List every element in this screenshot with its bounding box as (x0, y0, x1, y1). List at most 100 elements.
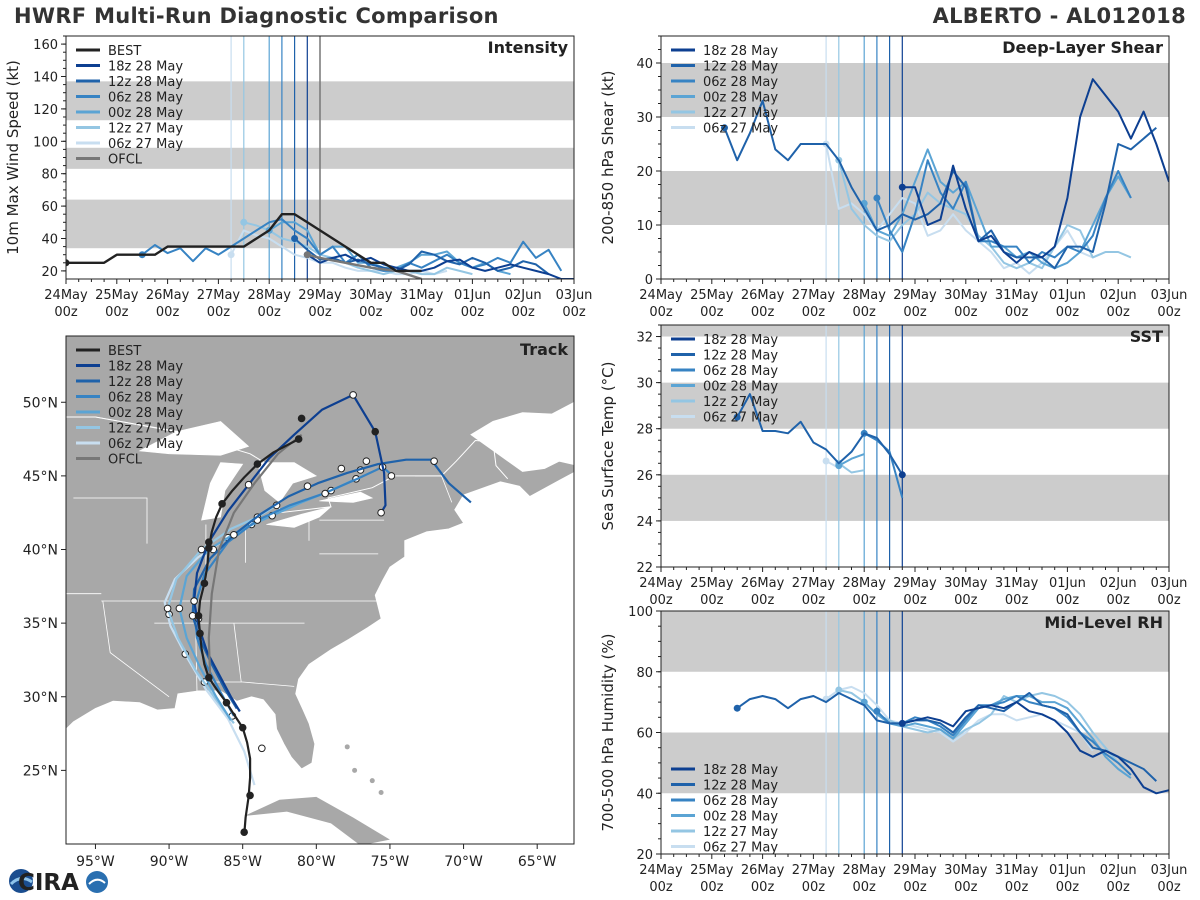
x-tick-label: 26May (741, 288, 785, 303)
x-tick-label: 25May (690, 576, 734, 591)
x-tick-label-hour: 00z (954, 305, 978, 320)
x-tick-label: 27May (792, 863, 836, 878)
x-tick-label: 01Jun (1049, 863, 1086, 878)
x-tick-label: 28May (842, 576, 886, 591)
y-tick-label: 80 (41, 168, 58, 183)
x-tick-label-hour: 00z (1005, 305, 1029, 320)
legend-label-18z-28-may: 18z 28 May (108, 360, 183, 375)
legend-label-12z-28-may: 12z 28 May (703, 60, 778, 75)
panel-track: 95°W 90°W 85°W 80°W 75°W 70°W 65°W 25°N 30°N 35°N… (23, 335, 575, 870)
x-tick-label-hour: 00z (903, 593, 927, 608)
y-tick-label: 26 (636, 469, 653, 484)
x-tick-label: 27May (792, 576, 836, 591)
y-tick-label: 20 (41, 265, 58, 280)
track-point-best (253, 460, 262, 468)
series-00z-28-may (863, 148, 1132, 270)
legend-label-12z-27-may: 12z 27 May (108, 422, 183, 437)
x-tick-label: 01Jun (1049, 576, 1086, 591)
panel-plot-area (66, 36, 574, 279)
x-tick-label: 01Jun (454, 288, 491, 303)
init-point-18z-28-may (898, 183, 906, 191)
legend-label-18z-28-may: 18z 28 May (703, 44, 778, 59)
x-tick-label: 30May (944, 288, 988, 303)
x-tick-label: 03Jun (1151, 863, 1188, 878)
series-18z-28-may (902, 78, 1169, 264)
shade-band (661, 611, 1169, 672)
y-axis-label: 700-500 hPa Humidity (%) (599, 633, 617, 831)
logo-badge-swirl-icon (88, 878, 106, 885)
series-12z-27-may (243, 221, 473, 276)
x-tick-label: 03Jun (1151, 288, 1188, 303)
panel-title: Mid-Level RH (1044, 613, 1163, 632)
y-tick-label: 22 (636, 561, 653, 576)
x-tick-label-hour: 00z (649, 880, 673, 895)
x-tick-label: 02Jun (505, 288, 542, 303)
shade-band (661, 63, 1169, 117)
legend-label-06z-27-may: 06z 27 May (703, 841, 778, 856)
series-18z-28-may (902, 701, 1169, 795)
y-tick-label: 30 (636, 111, 653, 126)
x-tick-label-hour: 00z (802, 593, 826, 608)
track-point-best (238, 723, 247, 732)
land-bahamas-3 (378, 789, 384, 795)
x-tick-label: 24May (639, 576, 683, 591)
x-tick-label: 30May (944, 576, 988, 591)
lat-tick-label: 25°N (23, 763, 58, 779)
lat-tick-label: 30°N (23, 690, 58, 706)
great-lake-2 (257, 462, 318, 503)
x-tick-label: 03Jun (556, 288, 593, 303)
lon-tick-label: 70°W (444, 854, 483, 870)
x-tick-label-hour: 00z (700, 593, 724, 608)
panel-frame (65, 335, 575, 845)
state-border-3 (233, 623, 242, 683)
track-point-06z-28-may (321, 489, 329, 498)
panel-plot-area (661, 36, 1169, 279)
legend-label-12z-28-may: 12z 28 May (703, 779, 778, 794)
x-tick-label-hour: 00z (1005, 593, 1029, 608)
y-tick-label: 160 (33, 38, 58, 53)
legend-label-ofcl: OFCL (108, 453, 143, 468)
x-tick-label-hour: 00z (461, 305, 485, 320)
x-tick-label: 30May (944, 863, 988, 878)
x-tick-label-hour: 00z (359, 305, 383, 320)
legend-label-12z-28-may: 12z 28 May (108, 375, 183, 390)
x-tick-label: 24May (639, 288, 683, 303)
track-point-best (205, 673, 213, 682)
track-point-best (196, 629, 204, 638)
lon-tick-label: 90°W (150, 854, 189, 870)
y-tick-label: 30 (636, 377, 653, 392)
shade-band (661, 382, 1169, 429)
y-tick-label: 60 (41, 200, 58, 215)
x-tick-label: 27May (197, 288, 241, 303)
land-bahamas-1 (352, 767, 358, 773)
y-tick-label: 60 (636, 727, 653, 742)
legend-label-06z-28-may: 06z 28 May (108, 391, 183, 406)
land-bahamas-0 (344, 744, 350, 750)
series-06z-28-may (876, 695, 1132, 776)
lon-tick-label: 85°W (223, 854, 262, 870)
x-tick-label-hour: 00z (1157, 593, 1181, 608)
track-point-18z-28-may (244, 480, 253, 489)
y-tick-label: 100 (33, 135, 58, 150)
track-ofcl (207, 433, 303, 683)
track-point-18z-28-may (377, 508, 385, 517)
series-06z-28-may (875, 159, 1132, 264)
legend-label-18z-28-may: 18z 28 May (108, 60, 183, 75)
x-tick-label: 01Jun (1049, 288, 1086, 303)
series-best (66, 212, 422, 273)
x-tick-label: 27May (792, 288, 836, 303)
x-tick-label: 29May (893, 288, 937, 303)
y-axis-label: 10m Max Wind Speed (kt) (4, 60, 22, 255)
lat-tick-label: 40°N (23, 543, 58, 559)
init-point-00z-28-may (835, 462, 843, 470)
lat-tick-label: 35°N (23, 616, 58, 632)
track-point-best (222, 698, 231, 707)
legend-label-06z-27-may: 06z 27 May (108, 437, 183, 452)
legend-label-06z-28-may: 06z 28 May (703, 364, 778, 379)
figure-title-right: ALBERTO - AL012018 (932, 4, 1186, 28)
legend-label-12z-28-may: 12z 28 May (108, 75, 183, 90)
x-tick-label: 31May (400, 288, 444, 303)
y-axis-label: 200-850 hPa Shear (kt) (599, 71, 617, 245)
y-tick-label: 40 (636, 787, 653, 802)
